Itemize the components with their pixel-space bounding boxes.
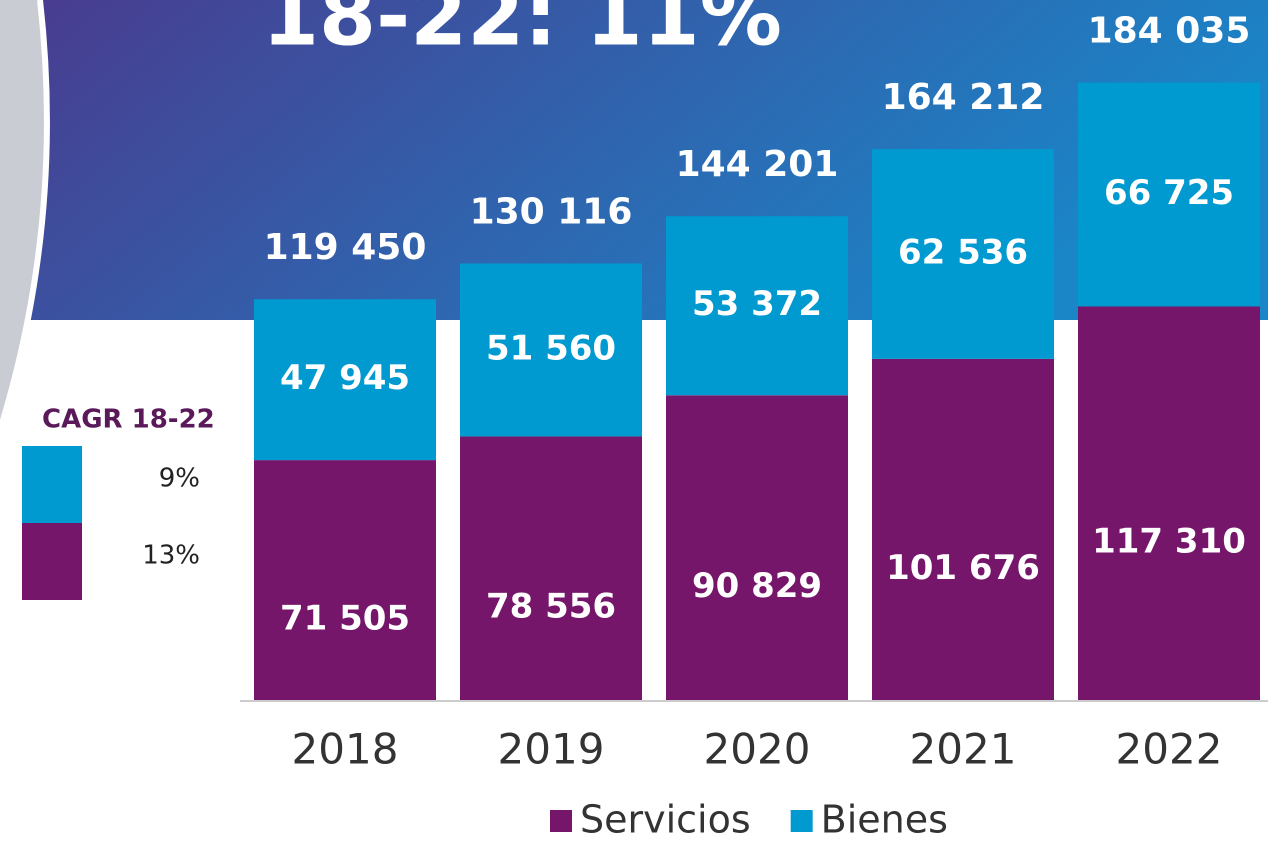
bar-segment bbox=[872, 358, 1054, 700]
cagr-swatch bbox=[22, 446, 82, 523]
total-label: 184 035 bbox=[1088, 11, 1251, 52]
bar-segment bbox=[1078, 82, 1260, 307]
legend-swatch bbox=[550, 810, 572, 832]
segment-label: 47 945 bbox=[280, 358, 410, 398]
bar-segment bbox=[666, 216, 848, 396]
chart-title: 18-22: 11% bbox=[262, 0, 782, 64]
cagr-title: CAGR 18-22 bbox=[42, 405, 215, 435]
legend-swatch bbox=[790, 810, 813, 832]
x-tick-label: 2018 bbox=[292, 725, 399, 774]
bar-segment bbox=[460, 436, 642, 700]
photo-border bbox=[0, 0, 50, 431]
segment-label: 66 725 bbox=[1104, 173, 1234, 213]
segment-label: 53 372 bbox=[692, 284, 822, 324]
total-label: 144 201 bbox=[676, 144, 839, 185]
bar-segment bbox=[666, 395, 848, 700]
cagr-swatch bbox=[22, 523, 82, 600]
segment-label: 101 676 bbox=[886, 548, 1040, 588]
bar-segment bbox=[254, 460, 436, 700]
legend-label: Servicios bbox=[580, 798, 751, 842]
segment-label: 90 829 bbox=[692, 566, 822, 606]
bar-segment bbox=[1078, 306, 1260, 700]
cagr-label: 9% bbox=[159, 464, 200, 494]
legend-label: Bienes bbox=[821, 798, 948, 842]
segment-label: 78 556 bbox=[486, 587, 616, 627]
bar-segment bbox=[254, 299, 436, 461]
segment-label: 51 560 bbox=[486, 328, 616, 368]
segment-label: 117 310 bbox=[1092, 522, 1246, 562]
total-label: 119 450 bbox=[264, 227, 427, 268]
photo-edge bbox=[0, 0, 47, 430]
bar-segment bbox=[460, 263, 642, 437]
x-tick-label: 2022 bbox=[1116, 725, 1223, 774]
total-label: 164 212 bbox=[882, 77, 1045, 118]
cagr-label: 13% bbox=[142, 541, 200, 571]
bar-segment bbox=[872, 149, 1054, 359]
x-tick-label: 2021 bbox=[910, 725, 1017, 774]
segment-label: 62 536 bbox=[898, 232, 1028, 272]
total-label: 130 116 bbox=[470, 191, 633, 232]
x-tick-label: 2019 bbox=[498, 725, 605, 774]
x-tick-label: 2020 bbox=[704, 725, 811, 774]
segment-label: 71 505 bbox=[280, 599, 410, 639]
